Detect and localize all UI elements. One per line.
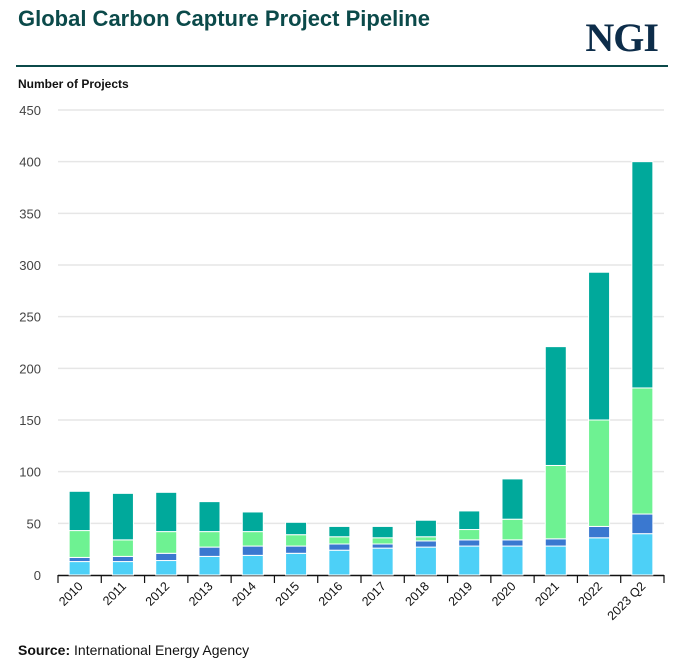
bar-segment (458, 510, 481, 531)
bar-segment (111, 539, 134, 557)
bar-segment (371, 547, 394, 576)
y-tick-label: 350 (19, 206, 41, 221)
bar-segment (198, 546, 221, 557)
y-tick-label: 0 (34, 568, 41, 583)
bar-segment (544, 346, 567, 466)
bar-segment (68, 556, 91, 563)
source-note: Source: International Energy Agency (18, 642, 249, 658)
x-tick-label: 2023 Q2 (605, 579, 649, 623)
bar-segment (458, 529, 481, 541)
bar-segment (285, 552, 308, 576)
bar-segment (198, 531, 221, 548)
bar-segment (544, 545, 567, 576)
x-tick-label: 2013 (186, 579, 216, 609)
bar-segment (111, 555, 134, 563)
bar-segment (198, 555, 221, 576)
x-tick-label: 2022 (576, 579, 606, 609)
bar-segment (111, 561, 134, 576)
chart-title: Global Carbon Capture Project Pipeline (18, 6, 430, 31)
bar-segment (155, 560, 178, 576)
bar-segment (328, 525, 351, 538)
bar-segment (501, 478, 524, 520)
y-axis-label: Number of Projects (18, 77, 129, 91)
x-tick-label: 2011 (100, 579, 129, 608)
bar-segment (68, 490, 91, 532)
x-tick-label: 2017 (359, 579, 389, 609)
bar-segment (285, 534, 308, 547)
bar-segment (414, 546, 437, 576)
bar-segment (414, 536, 437, 542)
bar-segment (501, 518, 524, 541)
bar-segment (285, 521, 308, 536)
bar-segment (371, 543, 394, 549)
bar-segment (371, 537, 394, 545)
bar-segment (285, 545, 308, 554)
source-text: International Energy Agency (74, 642, 250, 658)
bar-segment (241, 511, 264, 533)
y-tick-label: 150 (19, 413, 41, 428)
x-tick-label: 2018 (402, 579, 432, 609)
x-tick-label: 2010 (56, 579, 86, 609)
x-tick-label: 2012 (143, 579, 173, 609)
y-tick-label: 250 (19, 310, 41, 325)
x-tick-label: 2015 (273, 579, 303, 609)
y-tick-label: 200 (19, 361, 41, 376)
y-tick-label: 100 (19, 465, 41, 480)
bar-segment (588, 537, 611, 576)
bar-segment (241, 545, 264, 556)
y-tick-label: 300 (19, 258, 41, 273)
bar-segment (631, 387, 654, 515)
bar-segment (631, 533, 654, 576)
bar-segment (68, 530, 91, 558)
bar-segment (458, 545, 481, 576)
bar-segment (588, 525, 611, 539)
x-tick-label: 2016 (316, 579, 346, 609)
bar-segment (68, 561, 91, 576)
bar-segment (501, 545, 524, 576)
bar-segment (631, 161, 654, 389)
bar-segment (544, 538, 567, 547)
bar-segment (328, 549, 351, 576)
x-tick-label: 2020 (489, 579, 519, 609)
bar-segment (371, 525, 394, 539)
bar-segment (501, 539, 524, 547)
bar-segment (155, 531, 178, 554)
header-divider (16, 65, 668, 67)
bar-segment (155, 552, 178, 562)
x-tick-label: 2019 (446, 579, 476, 609)
bar-segment (588, 271, 611, 421)
y-tick-label: 450 (19, 103, 41, 118)
x-tick-label: 2021 (532, 579, 562, 609)
bar-segment (631, 513, 654, 535)
bar-segment (414, 540, 437, 548)
y-tick-label: 50 (27, 516, 41, 531)
bar-segment (241, 531, 264, 547)
bar-segment (155, 491, 178, 533)
source-label: Source: (18, 642, 71, 658)
bar-segment (198, 501, 221, 533)
bar-segment (111, 492, 134, 541)
x-tick-label: 2014 (229, 579, 259, 609)
bar-segment (588, 419, 611, 527)
bar-segment (544, 464, 567, 540)
bar-segment (241, 554, 264, 576)
bar-segment (414, 519, 437, 538)
ngi-logo: NGI (585, 15, 659, 60)
y-tick-label: 400 (19, 155, 41, 170)
bar-segment (328, 543, 351, 551)
bar-segment (458, 539, 481, 547)
bar-segment (328, 536, 351, 545)
